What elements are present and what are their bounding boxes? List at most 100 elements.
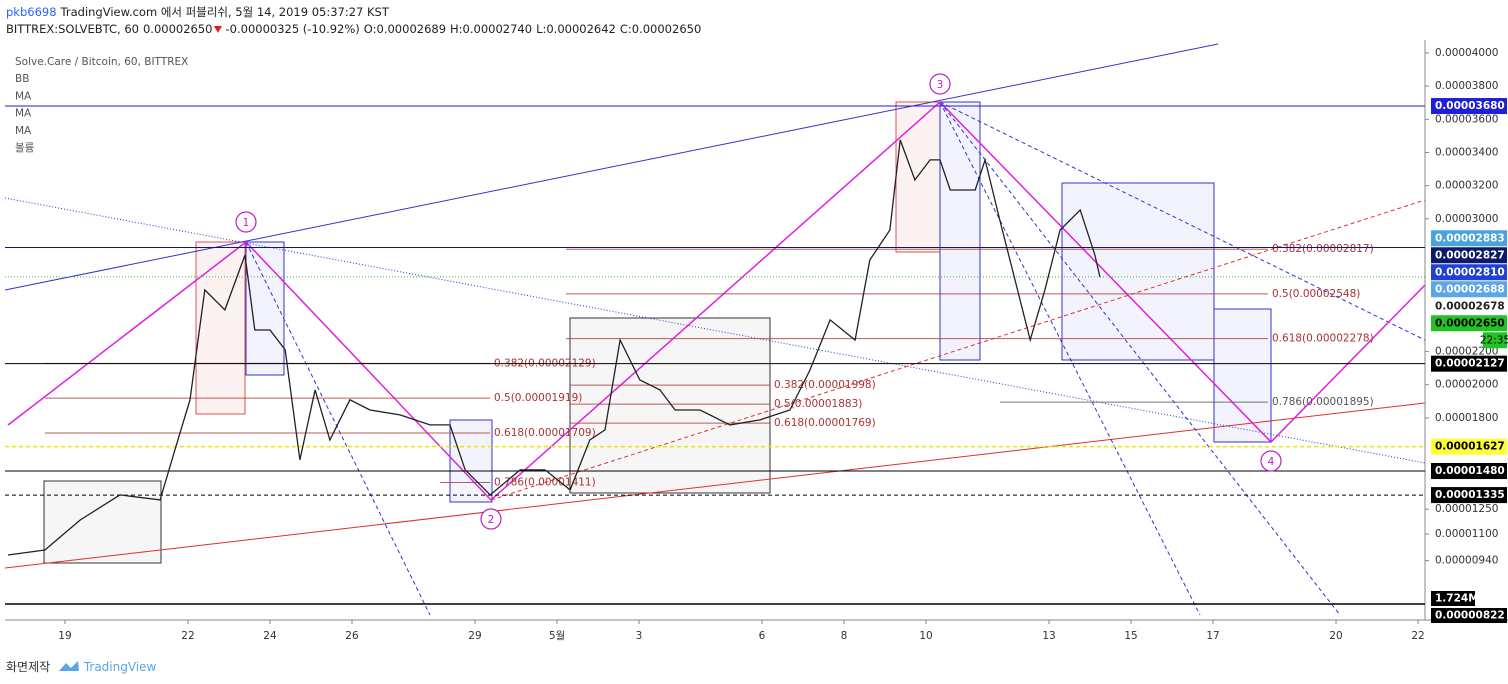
volume-label-bg <box>1431 591 1475 606</box>
published: TradingView.com 에서 퍼블리쉬, 5월 14, 2019 05:… <box>60 5 389 19</box>
y-tick-label: 0.00003200 <box>1435 180 1498 192</box>
x-tick-label: 6 <box>759 630 766 642</box>
y-tick-label: 0.00003400 <box>1435 146 1498 158</box>
price-label: 0.00002883 <box>1435 232 1505 244</box>
fib-label: 0.5(0.00001883) <box>774 398 862 410</box>
x-tick-label: 24 <box>263 630 277 642</box>
y-tick-label: 0.00003800 <box>1435 80 1498 92</box>
price-label-bg <box>1431 463 1507 480</box>
y-tick-label: 0.00000940 <box>1435 555 1498 567</box>
wave-label: 3 <box>937 79 944 91</box>
x-tick-label: 19 <box>58 630 71 642</box>
brand[interactable]: TradingView <box>83 660 157 674</box>
fib-label: 0.786(0.00001411) <box>494 476 596 488</box>
box <box>1061 182 1215 361</box>
x-tick-label: 22 <box>181 630 194 642</box>
header-line: pkb6698 TradingView.com 에서 퍼블리쉬, 5월 14, 2… <box>6 4 393 20</box>
x-tick-label: 20 <box>1329 630 1342 642</box>
legend: Solve.Care / Bitcoin, 60, BITTREX BB MA MA M… <box>15 56 188 154</box>
fib-label: 0.618(0.00001769) <box>774 417 876 429</box>
legend-item: BB <box>15 73 29 85</box>
wave-circle <box>235 211 257 233</box>
fib-label: 0.5(0.00002548) <box>1272 288 1360 300</box>
fan-line <box>939 101 1201 616</box>
x-tick-label: 10 <box>919 630 932 642</box>
publisher[interactable]: pkb6698 <box>6 5 57 19</box>
y-tick-label: 0.00003000 <box>1435 213 1498 225</box>
x-tick-label: 5월 <box>549 630 565 642</box>
y-tick-label: 0.00001100 <box>1435 528 1498 540</box>
change: -0.00000325 (-10.92%) <box>225 22 360 36</box>
fan-line <box>245 241 431 616</box>
x-tick-label: 13 <box>1042 630 1055 642</box>
price-label: 0.00002827 <box>1435 249 1505 261</box>
price-label: 0.00001335 <box>1435 489 1505 501</box>
chart: Solve.Care / Bitcoin, 60, BITTREX BB MA MA M… <box>4 40 1508 642</box>
fan-line <box>939 101 1341 616</box>
box <box>569 317 771 494</box>
y-tick-label: 0.00004000 <box>1435 47 1498 59</box>
price-line-series <box>7 139 1101 556</box>
countdown: 22:35 <box>1480 334 1508 346</box>
price-label-bg <box>1431 315 1507 332</box>
plot-area <box>5 40 1425 620</box>
fib-label: 0.382(0.00002817) <box>1272 243 1374 255</box>
fib-label: 0.618(0.00002278) <box>1272 333 1374 345</box>
caption: 화면제작 <box>6 660 51 674</box>
price-label-bg <box>1431 438 1507 455</box>
volume-price-label: 0.00000822 <box>1435 610 1505 622</box>
trend-line <box>4 43 1219 291</box>
y-tick-label: 0.00001800 <box>1435 412 1498 424</box>
volume-label: 1.724M <box>1435 593 1479 605</box>
price-label-bg <box>1431 98 1507 115</box>
wave-label: 2 <box>488 514 495 526</box>
price-label: 0.00002127 <box>1435 358 1505 370</box>
wave-circle <box>929 73 951 95</box>
price-label: 0.00002650 <box>1435 317 1505 329</box>
low: L:0.00002642 <box>536 22 616 36</box>
wave-circle <box>1260 450 1282 472</box>
price-label: 0.00001627 <box>1435 441 1505 453</box>
box <box>43 480 162 564</box>
price-label-bg <box>1431 264 1507 281</box>
wave-label: 4 <box>1268 456 1275 468</box>
volume-price-bg <box>1431 608 1507 623</box>
legend-item: MA <box>15 90 32 102</box>
axis <box>5 40 1508 621</box>
wave-zigzag <box>7 100 1426 502</box>
x-tick-label: 29 <box>468 630 481 642</box>
legend-item: MA <box>15 125 32 137</box>
price-label: 0.00002810 <box>1435 266 1505 278</box>
brand-logo <box>59 661 79 671</box>
fan-line <box>939 101 1426 341</box>
y-tick-label: 0.00002000 <box>1435 379 1498 391</box>
box <box>195 241 246 415</box>
down-arrow <box>213 26 222 33</box>
price-label-bg <box>1431 281 1507 298</box>
box <box>939 101 981 361</box>
symbol: BITTREX:SOLVEBTC, 60 <box>6 22 139 36</box>
wave-circle <box>480 508 502 530</box>
legend-item: MA <box>15 108 32 120</box>
price-label: 0.00003680 <box>1435 100 1505 112</box>
wave-label: 1 <box>243 217 250 229</box>
footer: 화면제작 TradingView <box>6 658 156 675</box>
fib-label: 0.382(0.00001998) <box>774 379 876 391</box>
y-tick-label: 0.00001250 <box>1435 503 1498 515</box>
y-tick-label: 0.00003600 <box>1435 113 1498 125</box>
trend-line <box>4 402 1426 569</box>
last: 0.00002650 <box>142 22 213 36</box>
x-tick-label: 17 <box>1206 630 1219 642</box>
fib-label: 0.5(0.00001919) <box>494 392 582 404</box>
x-tick-label: 22 <box>1411 630 1424 642</box>
price-label-bg <box>1431 487 1507 504</box>
price-label-bg <box>1431 355 1507 372</box>
price-label: 0.00002688 <box>1435 283 1505 295</box>
box <box>895 101 941 253</box>
close: C:0.00002650 <box>619 22 702 36</box>
channel-line <box>490 199 1426 501</box>
trend-line <box>4 197 1426 464</box>
fib-label: 0.786(0.00001895) <box>1272 396 1374 408</box>
price-label-bg <box>1431 230 1507 247</box>
x-tick-label: 26 <box>345 630 359 642</box>
